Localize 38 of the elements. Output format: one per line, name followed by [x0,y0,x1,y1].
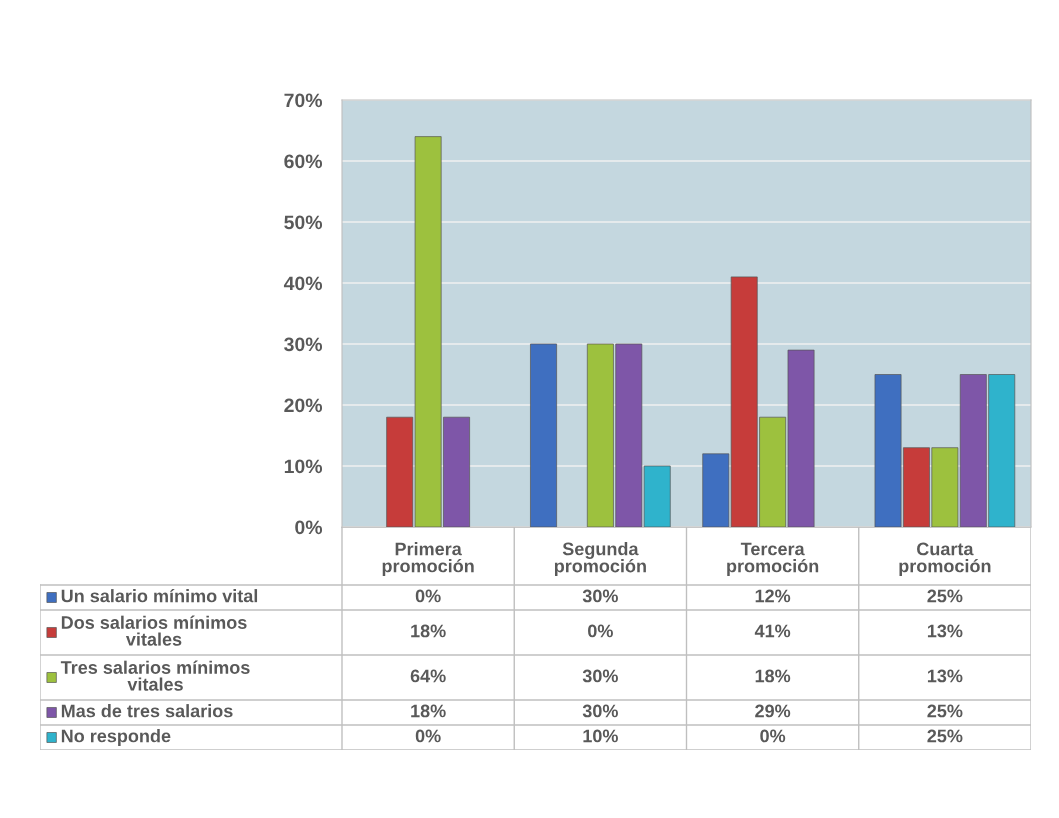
legend-label: Mas de tres salarios [61,704,233,718]
data-label: 30% [582,669,618,683]
legend-label: Un salario mínimo vital [61,588,258,603]
data-label: 0% [588,624,613,638]
x-tick-label: Tercera promoción [727,542,819,576]
data-label: 0% [415,589,441,603]
y-tick-label: 40% [283,276,323,291]
legend-label: No responde [61,729,171,746]
bar [530,343,557,527]
y-tick-label: 70% [284,93,323,108]
data-label: 13% [927,624,963,638]
data-label: 30% [582,704,618,718]
legend-label: Tres salarios mínimos vitales [60,660,250,691]
data-label: 25% [927,589,963,603]
y-tick-label: 0% [295,520,323,535]
data-label: 25% [927,729,963,743]
x-tick-label: Segunda promoción [554,542,646,576]
data-label: 0% [760,729,786,743]
data-label: 25% [927,704,963,718]
data-label: 10% [583,729,618,743]
data-label: 41% [754,624,791,638]
data-label: 29% [755,704,791,718]
data-label: 64% [410,669,446,683]
y-tick-label: 10% [284,459,323,474]
data-label: 13% [927,669,963,683]
x-tick-label: Cuarta promoción [899,542,991,576]
legend-label: Dos salarios mínimos vitales [61,615,247,646]
y-tick-label: 20% [284,398,323,413]
data-label: 18% [411,624,446,638]
y-tick-label: 30% [284,337,323,352]
data-label: 12% [755,589,791,603]
x-tick-label: Primera promoción [382,542,474,576]
data-label: 18% [755,669,791,683]
data-label: 18% [411,704,446,718]
y-tick-label: 50% [284,215,323,230]
data-label: 0% [415,729,441,743]
y-tick-label: 60% [284,154,323,169]
data-label: 30% [582,589,618,603]
